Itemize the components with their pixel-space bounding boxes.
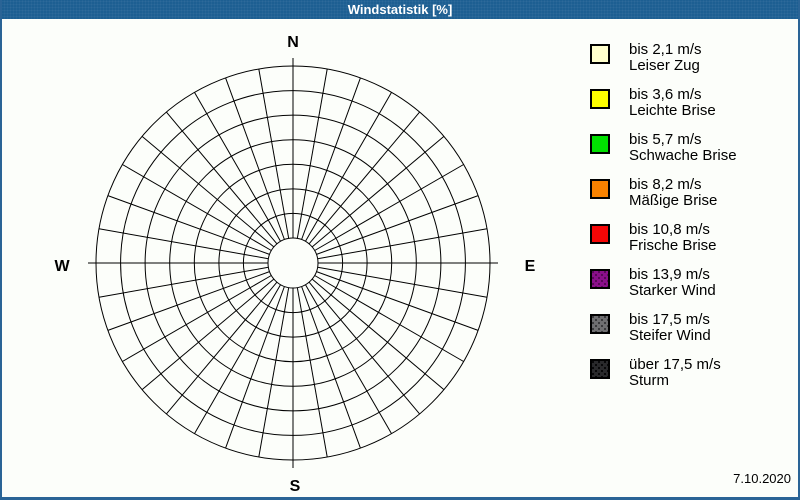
grid-spoke <box>314 275 464 362</box>
grid-spoke <box>225 77 285 240</box>
grid-spoke <box>122 164 272 251</box>
legend-speed-label: bis 5,7 m/s <box>629 131 702 148</box>
legend-color-swatch <box>590 314 610 334</box>
grid-spoke <box>225 286 285 449</box>
grid-spoke <box>166 281 278 415</box>
legend-category-label: Leichte Brise <box>629 102 716 119</box>
grid-spoke <box>122 275 272 362</box>
grid-spoke <box>98 266 269 298</box>
grid-spoke <box>258 68 290 239</box>
grid-spoke <box>141 136 275 248</box>
legend-color-swatch <box>590 269 610 289</box>
compass-label-east: E <box>525 258 536 275</box>
legend-category-label: Frische Brise <box>629 237 717 254</box>
legend-speed-label: bis 8,2 m/s <box>629 176 702 193</box>
grid-spoke <box>296 287 328 458</box>
legend-category-label: Mäßige Brise <box>629 192 718 209</box>
grid-spoke <box>317 228 488 260</box>
grid-spoke <box>308 111 420 245</box>
grid-spoke <box>98 228 269 260</box>
legend-item: bis 5,7 m/s Schwache Brise <box>590 132 790 164</box>
grid-spoke <box>301 77 361 240</box>
grid-spoke <box>301 286 361 449</box>
legend-item-text: bis 5,7 m/s Schwache Brise <box>629 132 737 164</box>
legend-color-swatch <box>590 359 610 379</box>
legend-color-swatch <box>590 89 610 109</box>
legend-speed-label: bis 3,6 m/s <box>629 86 702 103</box>
legend-item-text: bis 10,8 m/s Frische Brise <box>629 222 717 254</box>
legend: bis 2,1 m/s Leiser Zug bis 3,6 m/s Leich… <box>590 42 790 404</box>
legend-speed-label: bis 17,5 m/s <box>629 311 710 328</box>
legend-item: bis 13,9 m/s Starker Wind <box>590 267 790 299</box>
legend-category-label: Leiser Zug <box>629 57 700 74</box>
grid-spoke <box>107 195 270 255</box>
legend-item: bis 10,8 m/s Frische Brise <box>590 222 790 254</box>
legend-item-text: bis 17,5 m/s Steifer Wind <box>629 312 711 344</box>
legend-item-text: bis 13,9 m/s Starker Wind <box>629 267 716 299</box>
date-label: 7.10.2020 <box>733 471 791 486</box>
legend-speed-label: über 17,5 m/s <box>629 356 721 373</box>
legend-item-text: über 17,5 m/s Sturm <box>629 357 721 389</box>
legend-color-swatch <box>590 224 610 244</box>
grid-spoke <box>194 92 281 242</box>
grid-spoke <box>314 164 464 251</box>
legend-item-text: bis 3,6 m/s Leichte Brise <box>629 87 716 119</box>
grid-spoke <box>316 271 479 331</box>
legend-color-swatch <box>590 179 610 199</box>
grid-spoke <box>311 136 445 248</box>
grid-spoke <box>296 68 328 239</box>
compass-label-north: N <box>287 34 299 51</box>
legend-category-label: Schwache Brise <box>629 147 737 164</box>
grid-spoke <box>141 278 275 390</box>
grid-spoke <box>305 284 392 434</box>
legend-item-text: bis 2,1 m/s Leiser Zug <box>629 42 702 74</box>
window-title: Windstatistik [%] <box>347 2 453 17</box>
legend-item: bis 17,5 m/s Steifer Wind <box>590 312 790 344</box>
title-bar[interactable]: Windstatistik [%] <box>2 0 798 19</box>
compass-label-south: S <box>290 478 301 495</box>
grid-ring <box>267 237 319 289</box>
grid-spoke <box>308 281 420 415</box>
legend-speed-label: bis 13,9 m/s <box>629 266 710 283</box>
legend-color-swatch <box>590 44 610 64</box>
grid-spoke <box>305 92 392 242</box>
grid-spoke <box>107 271 270 331</box>
grid-spoke <box>311 278 445 390</box>
legend-category-label: Starker Wind <box>629 282 716 299</box>
legend-item: über 17,5 m/s Sturm <box>590 357 790 389</box>
grid-spoke <box>316 195 479 255</box>
legend-item: bis 8,2 m/s Mäßige Brise <box>590 177 790 209</box>
grid-spoke <box>317 266 488 298</box>
legend-item: bis 2,1 m/s Leiser Zug <box>590 42 790 74</box>
legend-color-swatch <box>590 134 610 154</box>
legend-category-label: Sturm <box>629 372 670 389</box>
compass-label-west: W <box>54 258 70 275</box>
legend-speed-label: bis 10,8 m/s <box>629 221 710 238</box>
grid-spoke <box>258 287 290 458</box>
legend-item: bis 3,6 m/s Leichte Brise <box>590 87 790 119</box>
legend-speed-label: bis 2,1 m/s <box>629 41 702 58</box>
legend-item-text: bis 8,2 m/s Mäßige Brise <box>629 177 717 209</box>
legend-category-label: Steifer Wind <box>629 327 711 344</box>
grid-spoke <box>194 284 281 434</box>
grid-spoke <box>166 111 278 245</box>
